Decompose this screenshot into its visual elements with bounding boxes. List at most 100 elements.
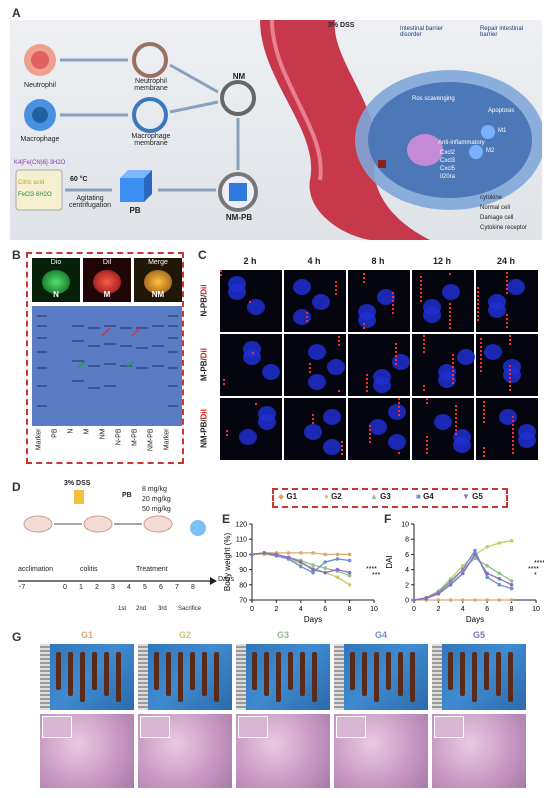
nm-icon: [220, 80, 256, 116]
legend-cytokine: cytokine: [480, 195, 503, 201]
data-point: [485, 564, 489, 568]
histology-image: [138, 714, 232, 788]
data-point: [335, 567, 340, 572]
gene-2: Cxcl3: [440, 158, 456, 164]
reagent-1: K4[Fe(CN)6]·3H2O: [14, 160, 66, 166]
dose-order-2: 2nd: [136, 606, 147, 612]
dose-2: 20 mg/kg: [142, 496, 171, 503]
dose-1: 8 mg/kg: [142, 486, 167, 493]
pb-label: PB: [129, 206, 141, 215]
x-tick-label: 6: [485, 606, 489, 613]
data-point: [347, 573, 352, 578]
panel-a-label: A: [12, 6, 21, 20]
m2-icon: [469, 145, 483, 159]
data-point: [509, 538, 514, 543]
data-point: [335, 552, 340, 557]
data-point: [299, 564, 303, 569]
legend-item: ▼ G5: [462, 492, 483, 501]
green-arrow-icon: [77, 360, 87, 369]
x-tick-label: 10: [370, 606, 378, 613]
data-point: [473, 548, 477, 553]
data-point: [436, 592, 441, 596]
microscopy-image: [476, 334, 538, 396]
data-point: [262, 551, 266, 555]
nucleus-icon: [407, 134, 443, 166]
microscopy-image: [220, 270, 282, 332]
nmpb-label: NM-PB: [225, 213, 253, 222]
sds-page-gel: [32, 306, 182, 426]
panel-b: Dio N Dil M Merge NM: [26, 252, 184, 464]
microscopy-image: [284, 334, 346, 396]
cell-interior-icon: [368, 82, 532, 198]
y-tick-label: 110: [236, 537, 247, 544]
group-label: G3: [276, 630, 289, 640]
data-point: [448, 583, 453, 587]
x-axis-label: Days: [466, 615, 484, 624]
row-label-mpb: M-PB/Dil: [199, 348, 209, 381]
histology-image: [40, 714, 134, 788]
data-point: [299, 551, 303, 555]
data-point: [335, 575, 340, 579]
process-label: Agitating centrifugation: [68, 195, 112, 209]
time-header: 2 h: [243, 256, 257, 266]
legend-text: G4: [423, 492, 434, 501]
damage-cell-icon: [378, 160, 386, 168]
panel-b-label: B: [12, 248, 21, 262]
data-point: [323, 552, 327, 557]
x-tick-label: 8: [348, 606, 352, 613]
gene-3: Cxcl5: [440, 166, 456, 172]
m2-label: M2: [486, 148, 495, 154]
colon-photo: [138, 644, 232, 710]
neutrophil-label: Neutrophil: [24, 82, 56, 89]
row-label-npb: N-PB/Dil: [199, 284, 209, 317]
data-point: [448, 598, 453, 602]
fluor-dio-image: Dio N: [32, 258, 80, 302]
data-point: [461, 598, 465, 602]
lane-label: N-PB: [115, 428, 123, 446]
legend-text: G5: [472, 492, 483, 501]
neutrophil-membrane-icon: [132, 42, 168, 78]
lane-label: N: [67, 428, 75, 434]
group-label: G1: [80, 630, 93, 640]
significance-marker: ***: [372, 572, 380, 579]
lane-label: M: [83, 428, 91, 435]
data-point: [311, 563, 315, 567]
x-tick-label: 2: [274, 606, 278, 613]
x-tick-label: 4: [461, 606, 465, 613]
data-point: [250, 552, 254, 557]
data-point: [497, 598, 502, 602]
x-tick-label: 10: [532, 606, 540, 613]
gene-4: Il20ra: [440, 174, 456, 180]
dose-3: 50 mg/kg: [142, 506, 171, 513]
data-point: [473, 556, 477, 560]
panel-f-label: F: [384, 512, 392, 526]
data-point: [424, 596, 428, 601]
data-point: [509, 598, 514, 602]
y-tick-label: 2: [405, 582, 409, 589]
y-tick-label: 6: [405, 552, 409, 559]
macrophage-membrane-label: Macrophage membrane: [131, 133, 171, 147]
reagent-3: FeCl3·6H2O: [18, 192, 52, 198]
significance-marker: ****: [528, 566, 539, 573]
legend-marker: ▲: [370, 492, 378, 501]
x-tick-label: 4: [299, 606, 303, 613]
panel-c-label: C: [198, 248, 207, 262]
data-point: [299, 560, 303, 564]
m1-icon: [481, 125, 495, 139]
panel-g-label: G: [12, 630, 22, 644]
lane-label: Marker: [35, 428, 43, 451]
fluor-dil-image: Dil M: [83, 258, 131, 302]
data-point: [347, 583, 352, 587]
legend-item: ● G2: [324, 492, 342, 501]
group-legend: ◆ G1 ● G2 ▲ G3 ■ G4 ▼ G5: [272, 488, 508, 508]
panel-g: G1 G2 G3 G4 G5: [40, 630, 540, 794]
panel-a-graphic: [15, 19, 545, 240]
y-tick-label: 8: [405, 537, 409, 544]
timeline-axis-label: Days: [218, 576, 234, 583]
colon-photo: [334, 644, 428, 710]
microscopy-grid: [220, 270, 540, 468]
microscopy-image: [412, 270, 474, 332]
legend-text: G1: [286, 492, 298, 501]
data-point: [347, 558, 352, 563]
